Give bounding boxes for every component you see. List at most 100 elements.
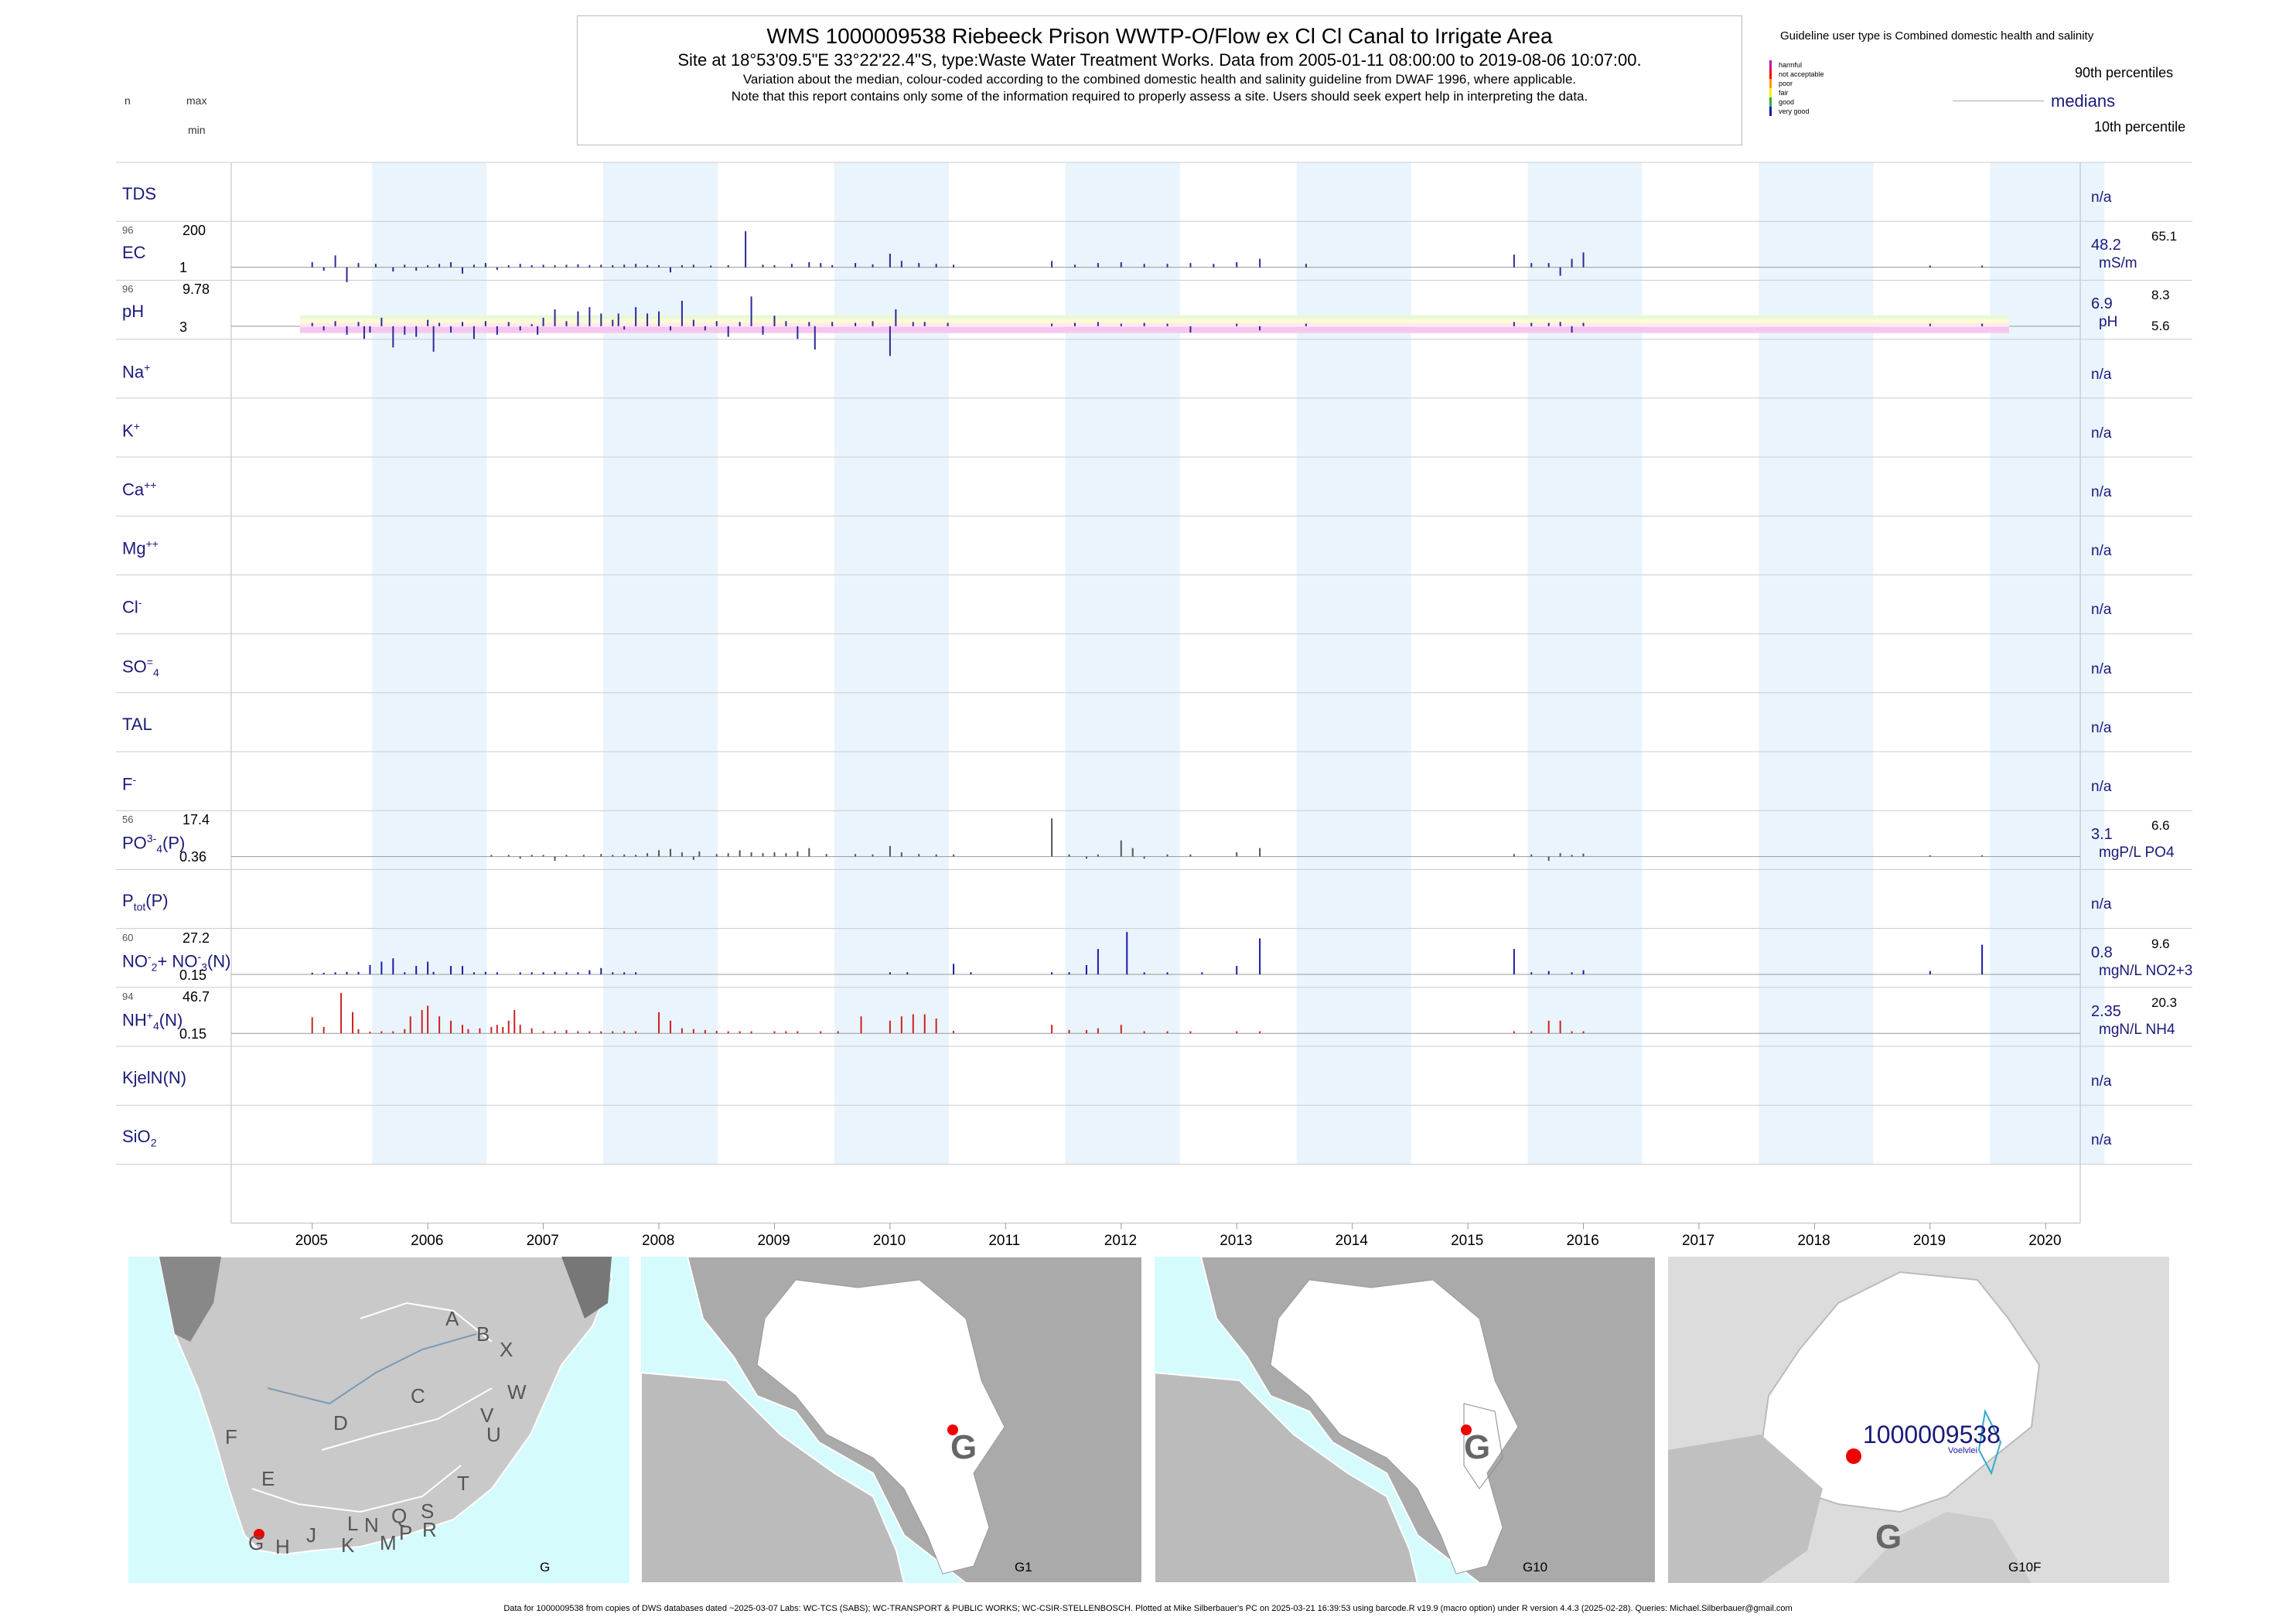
report-header: WMS 1000009538 Riebeeck Prison WWTP-O/Fl… [577, 15, 1742, 145]
year-shade-band [1759, 162, 1874, 1165]
guideline-scale-label: good [1779, 98, 1795, 106]
panel-na: n/a [2091, 366, 2112, 383]
map-region-S: S [421, 1499, 435, 1523]
map-region-A: A [445, 1307, 459, 1330]
panel-p10: 5.6 [2151, 319, 2170, 334]
panel-unit: mgN/L NO2+3 [2099, 962, 2193, 979]
chart-panels [116, 162, 2192, 1230]
x-tick-label: 2008 [642, 1232, 675, 1249]
x-tick-label: 2020 [2028, 1232, 2062, 1249]
panel-label-part: + NO [157, 950, 198, 971]
guideline-scale-item: poor [1769, 79, 1824, 88]
panel-unit: mgP/L PO4 [2099, 844, 2175, 861]
panel-na: n/a [2091, 1132, 2112, 1149]
year-shade-band [1065, 162, 1180, 1165]
panel-max: 46.7 [183, 988, 210, 1005]
panel-min: 3 [179, 319, 188, 335]
guideline-scale-item: harmful [1769, 60, 1824, 70]
corner-n: n [125, 94, 131, 107]
report-note-2: Note that this report contains only some… [731, 89, 1588, 104]
panel-median: 48.2 [2091, 237, 2121, 254]
panel-label-nh4: NH+4(N) [122, 1009, 183, 1032]
ph-guideline-band [300, 315, 2009, 319]
map-region-U: U [486, 1423, 501, 1446]
panel-label-part: 4 [152, 1019, 159, 1032]
panel-label-no3: NO-2+ NO-3(N) [122, 950, 230, 974]
panel-label-part: (P) [162, 833, 186, 853]
panel-label-part: NO [122, 950, 148, 971]
x-tick-label: 2010 [872, 1232, 906, 1249]
panel-median: 2.35 [2091, 1002, 2121, 1020]
map-region-X: X [500, 1338, 513, 1361]
panel-p90: 65.1 [2151, 229, 2178, 244]
map-region-R: R [422, 1518, 437, 1541]
x-tick-label: 2005 [295, 1232, 328, 1249]
map-sa-label: G [540, 1560, 551, 1575]
panel-median: 3.1 [2091, 826, 2113, 844]
map-region-V: V [480, 1404, 494, 1427]
panel-label-part: = [146, 655, 153, 668]
guideline-scale-label: very good [1779, 107, 1810, 115]
map-region-J: J [306, 1523, 316, 1547]
map-g1-label: G1 [1015, 1560, 1032, 1575]
panel-na: n/a [2091, 660, 2112, 677]
corner-max: max [186, 94, 207, 107]
panel-label-part: NH [122, 1010, 147, 1030]
panel-n: 96 [122, 224, 134, 237]
guideline-scale-item: very good [1769, 107, 1824, 116]
map-g1-svg [641, 1257, 1142, 1583]
panel-label-ph: pH [122, 302, 144, 322]
year-shade-band [372, 162, 487, 1165]
map-g1-marker: G [950, 1428, 977, 1466]
panel-label-part: P [122, 891, 134, 911]
year-shade-band [603, 162, 718, 1165]
report-note-1: Variation about the median, colour-coded… [742, 72, 1577, 87]
guideline-scale-item: not acceptable [1769, 70, 1824, 79]
guideline-swatch [1769, 79, 1772, 88]
panel-label-ca: Ca++ [122, 479, 156, 500]
panel-label-part: EC [122, 243, 146, 263]
panel-label-part: (N) [159, 1010, 183, 1030]
map-region-W: W [507, 1380, 527, 1404]
panel-max: 9.78 [183, 281, 210, 298]
map-g10: G G10 [1155, 1257, 1656, 1583]
map-region-D: D [333, 1411, 348, 1435]
panel-label-tds: TDS [122, 184, 156, 204]
panel-unit: mS/m [2099, 255, 2137, 272]
panel-label-part: - [138, 596, 142, 609]
panel-min: 1 [179, 260, 188, 276]
panel-max: 17.4 [183, 812, 210, 828]
panel-label-tal: TAL [122, 715, 152, 735]
panel-label-part: - [148, 950, 152, 963]
panel-label-part: pH [122, 302, 145, 322]
panel-label-na: Na+ [122, 361, 150, 382]
panel-na: n/a [2091, 543, 2112, 560]
map-g10-marker: G [1464, 1428, 1491, 1466]
panel-label-part: ++ [145, 537, 159, 551]
x-tick-label: 2019 [1912, 1232, 1946, 1249]
panel-label-part: 3- [146, 832, 157, 845]
x-tick-label: 2006 [411, 1232, 444, 1249]
x-tick-label: 2011 [988, 1232, 1021, 1249]
panel-median: 0.8 [2091, 943, 2113, 961]
panel-p90: 9.6 [2151, 936, 2170, 951]
panel-unit: mgN/L NH4 [2099, 1021, 2175, 1038]
panel-label-part: + [144, 360, 151, 374]
panel-p90: 8.3 [2151, 288, 2170, 303]
map-region-F: F [225, 1425, 237, 1448]
map-region-C: C [411, 1384, 425, 1407]
map-region-E: E [261, 1467, 275, 1490]
guideline-swatch [1769, 60, 1772, 70]
panel-n: 96 [122, 283, 134, 295]
panel-label-part: + [146, 1008, 153, 1022]
guideline-swatch [1769, 88, 1772, 97]
panel-label-part: Ca [122, 479, 145, 500]
map-region-G: G [248, 1531, 264, 1554]
panel-na: n/a [2091, 425, 2112, 442]
panel-label-part: SO [122, 656, 147, 676]
panel-na: n/a [2091, 602, 2112, 619]
panel-label-part: TDS [122, 184, 156, 203]
x-tick-label: 2009 [757, 1232, 790, 1249]
legend-p90: 90th percentiles [2075, 65, 2174, 80]
ph-guideline-band [300, 319, 2009, 323]
